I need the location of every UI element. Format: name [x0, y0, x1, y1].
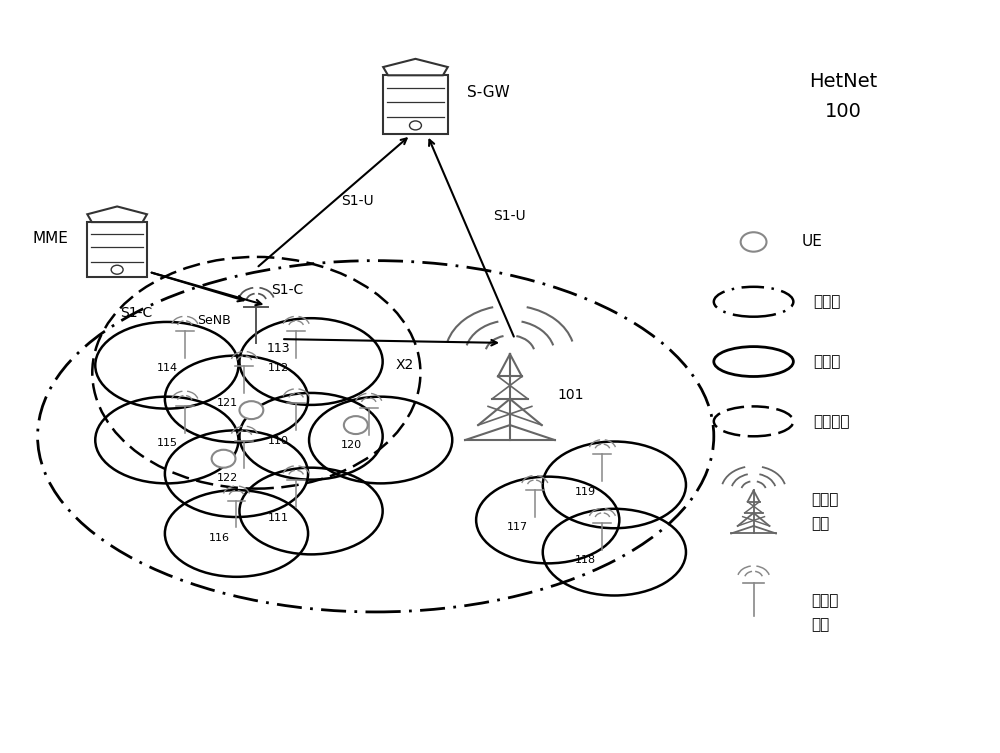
Text: 虚拟小区: 虚拟小区 — [813, 414, 850, 429]
Text: 100: 100 — [825, 102, 862, 120]
Text: 114: 114 — [157, 363, 178, 373]
Text: 小小区: 小小区 — [813, 354, 841, 369]
Text: 121: 121 — [217, 398, 238, 408]
Text: 119: 119 — [575, 486, 596, 496]
Text: S1-C: S1-C — [120, 306, 152, 320]
Text: SeNB: SeNB — [197, 314, 230, 328]
Text: 115: 115 — [157, 438, 178, 448]
Text: 117: 117 — [507, 523, 528, 532]
Polygon shape — [383, 59, 448, 75]
Circle shape — [741, 232, 767, 252]
Text: MME: MME — [33, 230, 68, 245]
Text: 111: 111 — [268, 513, 289, 523]
Text: 101: 101 — [558, 388, 584, 402]
Text: 116: 116 — [209, 533, 230, 543]
Text: 基站: 基站 — [811, 517, 830, 532]
Bar — [383, 75, 448, 133]
Polygon shape — [87, 206, 147, 222]
Text: X2: X2 — [396, 358, 414, 372]
Text: S1-U: S1-U — [493, 209, 526, 223]
Text: 110: 110 — [268, 436, 289, 446]
Text: S1-U: S1-U — [341, 194, 374, 208]
Circle shape — [410, 121, 421, 130]
Text: 122: 122 — [217, 473, 238, 483]
Text: 113: 113 — [266, 342, 290, 355]
Text: 宏小区: 宏小区 — [813, 294, 841, 309]
Circle shape — [239, 401, 263, 419]
Text: 118: 118 — [575, 556, 596, 566]
Text: HetNet: HetNet — [809, 72, 877, 91]
Text: 宏小区: 宏小区 — [811, 492, 839, 508]
Text: 112: 112 — [268, 363, 289, 373]
Text: UE: UE — [801, 234, 822, 249]
Circle shape — [212, 450, 235, 468]
Text: 120: 120 — [341, 441, 362, 450]
Bar — [87, 222, 147, 277]
Text: 基站: 基站 — [811, 617, 830, 633]
Circle shape — [111, 265, 123, 274]
Text: S1-C: S1-C — [271, 283, 304, 297]
Text: 小小区: 小小区 — [811, 593, 839, 608]
Circle shape — [344, 416, 368, 434]
Text: S-GW: S-GW — [467, 85, 510, 100]
